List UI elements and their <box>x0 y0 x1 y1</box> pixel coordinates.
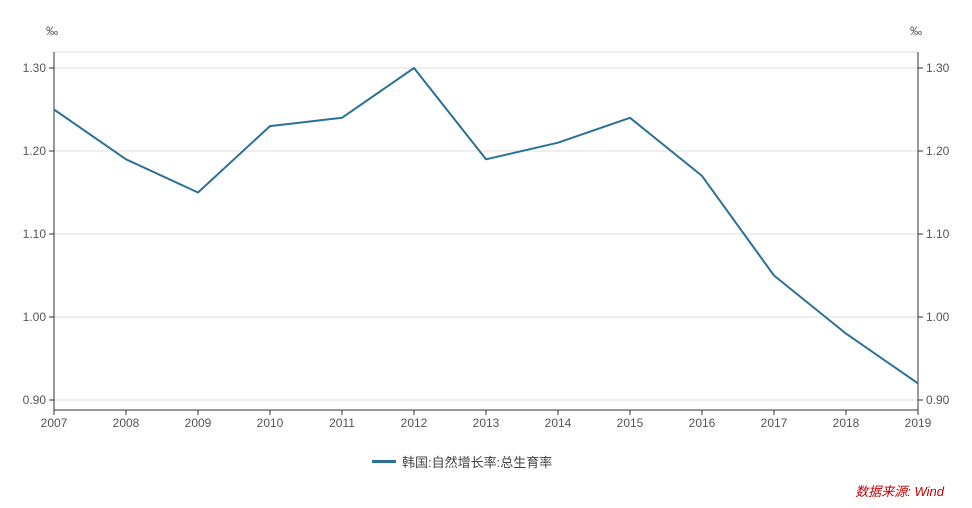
series-lines <box>53 67 919 385</box>
x-tick-label: 2011 <box>329 416 355 430</box>
y-tick-label-right: 1.10 <box>926 227 950 241</box>
y-tick-label-left: 1.20 <box>23 144 47 158</box>
series-line <box>53 67 919 385</box>
legend[interactable]: 韩国:自然增长率:总生育率 <box>372 452 552 471</box>
x-tick-label: 2018 <box>833 416 860 430</box>
x-tick-label: 2016 <box>689 416 716 430</box>
x-tick-label: 2010 <box>257 416 284 430</box>
x-tick-label: 2007 <box>41 416 68 430</box>
y-tick-label-right: 1.20 <box>926 144 950 158</box>
x-tick-label: 2015 <box>617 416 644 430</box>
x-tick-label: 2019 <box>905 416 932 430</box>
x-tick-label: 2012 <box>401 416 428 430</box>
x-tick-label: 2013 <box>473 416 500 430</box>
x-tick-label: 2008 <box>113 416 140 430</box>
right-unit-label: ‰ <box>910 24 922 38</box>
x-tick-label: 2014 <box>545 416 572 430</box>
left-unit-label: ‰ <box>46 24 58 38</box>
axes: 0.90 0.90 1.00 1.00 1.10 1.10 1.20 1.20 1.30 1.30… <box>23 52 950 430</box>
y-tick-label-right: 0.90 <box>926 393 950 407</box>
x-tick-label: 2017 <box>761 416 788 430</box>
x-tick-label: 2009 <box>185 416 212 430</box>
legend-line-swatch <box>372 460 396 463</box>
y-tick-label-left: 1.10 <box>23 227 47 241</box>
legend-label: 韩国:自然增长率:总生育率 <box>402 455 553 470</box>
y-tick-label-left: 1.30 <box>23 61 47 75</box>
data-source-label: 数据来源: Wind <box>855 484 944 499</box>
y-tick-label-right: 1.30 <box>926 61 950 75</box>
gridlines <box>54 51 918 401</box>
y-tick-label-left: 1.00 <box>23 310 47 324</box>
y-tick-label-right: 1.00 <box>926 310 950 324</box>
y-tick-label-left: 0.90 <box>23 393 47 407</box>
